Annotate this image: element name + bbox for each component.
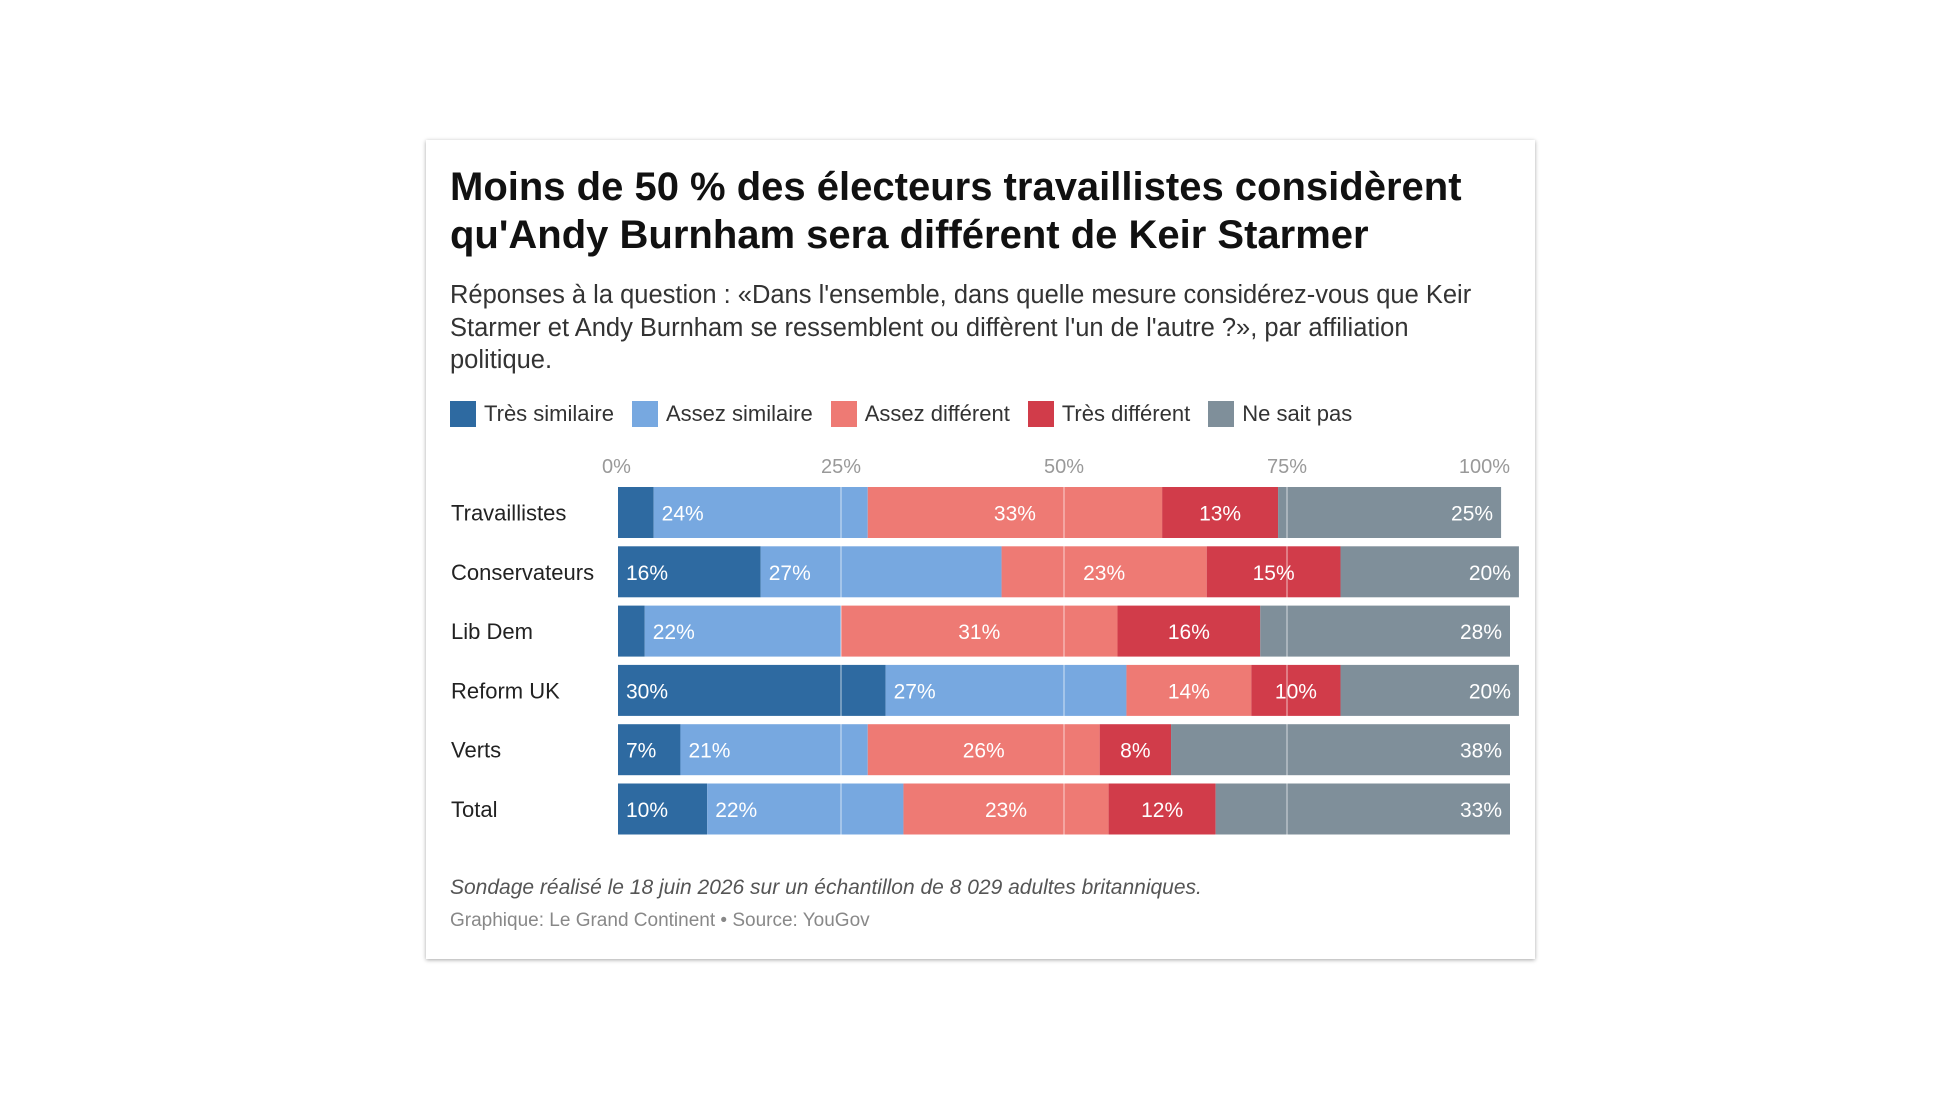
legend-item: Très différent bbox=[1027, 401, 1191, 427]
bar-segment bbox=[1171, 724, 1510, 776]
bar-segment bbox=[1099, 724, 1172, 776]
bar-segment bbox=[903, 783, 1109, 835]
bar-value-label: 14% bbox=[1168, 680, 1210, 703]
bar-value-label: 20% bbox=[1469, 562, 1511, 585]
legend-item: Très similaire bbox=[450, 401, 614, 427]
bar-value-label: 16% bbox=[626, 562, 668, 585]
bar-value-label: 8% bbox=[1120, 740, 1150, 763]
bar-segment bbox=[1206, 546, 1341, 598]
bar-value-label: 33% bbox=[1460, 799, 1502, 822]
bar-segment bbox=[618, 724, 681, 776]
bar-value-label: 24% bbox=[662, 503, 704, 526]
bar-segment bbox=[867, 487, 1163, 538]
x-tick-label: 0% bbox=[602, 456, 631, 478]
category-label: Lib Dem bbox=[451, 619, 533, 644]
bar-value-label: 27% bbox=[894, 680, 936, 703]
bar-value-label: 16% bbox=[1168, 621, 1210, 644]
bar-segment bbox=[1117, 605, 1261, 657]
chart-card: Moins de 50 % des électeurs travailliste… bbox=[426, 140, 1535, 959]
bar-value-label: 26% bbox=[963, 740, 1005, 763]
x-tick-label: 100% bbox=[1459, 456, 1510, 478]
legend-label: Très différent bbox=[1061, 401, 1191, 426]
bar-segment bbox=[618, 664, 886, 716]
bar-segment bbox=[1340, 664, 1519, 716]
bar-value-label: 20% bbox=[1469, 680, 1511, 703]
bar-segment bbox=[1278, 487, 1502, 538]
chart-legend: Très similaire Assez similaire Assez diffé… bbox=[450, 399, 1370, 429]
bar-segment bbox=[885, 664, 1127, 716]
bar-segment bbox=[680, 724, 868, 776]
bar-segment bbox=[653, 487, 868, 538]
bar-value-label: 10% bbox=[626, 799, 668, 822]
bar-segment bbox=[618, 605, 645, 657]
bar-segment bbox=[1260, 605, 1510, 657]
x-tick-label: 75% bbox=[1267, 456, 1307, 478]
category-label: Total bbox=[451, 797, 497, 822]
category-label: Travaillistes bbox=[451, 501, 566, 526]
legend-swatch bbox=[631, 401, 658, 427]
bar-segment bbox=[644, 605, 841, 657]
bar-segment bbox=[841, 605, 1118, 657]
bar-value-label: 22% bbox=[653, 621, 695, 644]
bar-chart-plot: 0% 25% 50% 75% 100% Travaillistes Conservateur… bbox=[451, 456, 1519, 837]
legend-swatch bbox=[450, 401, 476, 427]
category-label: Reform UK bbox=[451, 678, 560, 703]
bar-value-label: 12% bbox=[1141, 799, 1183, 822]
legend-item: Ne sait pas bbox=[1208, 401, 1352, 427]
bar-value-label: 27% bbox=[769, 562, 811, 585]
bar-segment bbox=[1108, 783, 1216, 835]
legend-swatch bbox=[1208, 401, 1235, 427]
bar-segment bbox=[1126, 664, 1252, 716]
bar-segment bbox=[760, 546, 1002, 598]
bar-value-label: 38% bbox=[1460, 740, 1502, 763]
survey-note: Sondage réalisé le 18 juin 2026 sur un é… bbox=[450, 876, 1202, 899]
x-tick-label: 25% bbox=[821, 456, 861, 478]
legend-swatch bbox=[1027, 401, 1054, 427]
legend-swatch bbox=[830, 401, 857, 427]
bar-value-label: 7% bbox=[626, 740, 656, 763]
bar-segment bbox=[1001, 546, 1207, 598]
category-label: Verts bbox=[451, 738, 501, 763]
bar-segment bbox=[618, 546, 761, 598]
chart-title: Moins de 50 % des électeurs travailliste… bbox=[450, 165, 1462, 257]
legend-label: Assez différent bbox=[864, 401, 1010, 426]
legend-item: Assez différent bbox=[830, 401, 1010, 427]
bar-value-label: 23% bbox=[985, 799, 1027, 822]
bar-value-label: 28% bbox=[1460, 621, 1502, 644]
legend-label: Assez similaire bbox=[665, 401, 813, 426]
bar-segment bbox=[1251, 664, 1341, 716]
bar-value-label: 15% bbox=[1253, 562, 1295, 585]
category-label: Conservateurs bbox=[451, 560, 594, 585]
bar-value-label: 25% bbox=[1451, 503, 1493, 526]
chart-source: Graphique: Le Grand Continent • Source: … bbox=[450, 910, 870, 931]
bar-segment bbox=[618, 487, 654, 538]
bar-value-label: 22% bbox=[715, 799, 757, 822]
bar-value-label: 21% bbox=[688, 740, 730, 763]
bar-segment bbox=[867, 724, 1100, 776]
bar-value-label: 10% bbox=[1275, 680, 1317, 703]
bar-segment bbox=[707, 783, 904, 835]
bar-value-label: 31% bbox=[958, 621, 1000, 644]
bar-value-label: 30% bbox=[626, 680, 668, 703]
legend-label: Ne sait pas bbox=[1242, 401, 1353, 426]
bar-value-label: 33% bbox=[994, 503, 1036, 526]
bar-segment bbox=[1215, 783, 1510, 835]
x-tick-label: 50% bbox=[1044, 456, 1084, 478]
bar-value-label: 23% bbox=[1083, 562, 1125, 585]
bar-value-label: 13% bbox=[1199, 503, 1241, 526]
bar-segment bbox=[1340, 546, 1519, 598]
legend-item: Assez similaire bbox=[631, 401, 813, 427]
legend-label: Très similaire bbox=[484, 401, 614, 426]
bar-segment bbox=[618, 783, 708, 835]
bar-segment bbox=[1162, 487, 1279, 538]
chart-subtitle: Réponses à la question : «Dans l'ensembl… bbox=[450, 281, 1472, 374]
